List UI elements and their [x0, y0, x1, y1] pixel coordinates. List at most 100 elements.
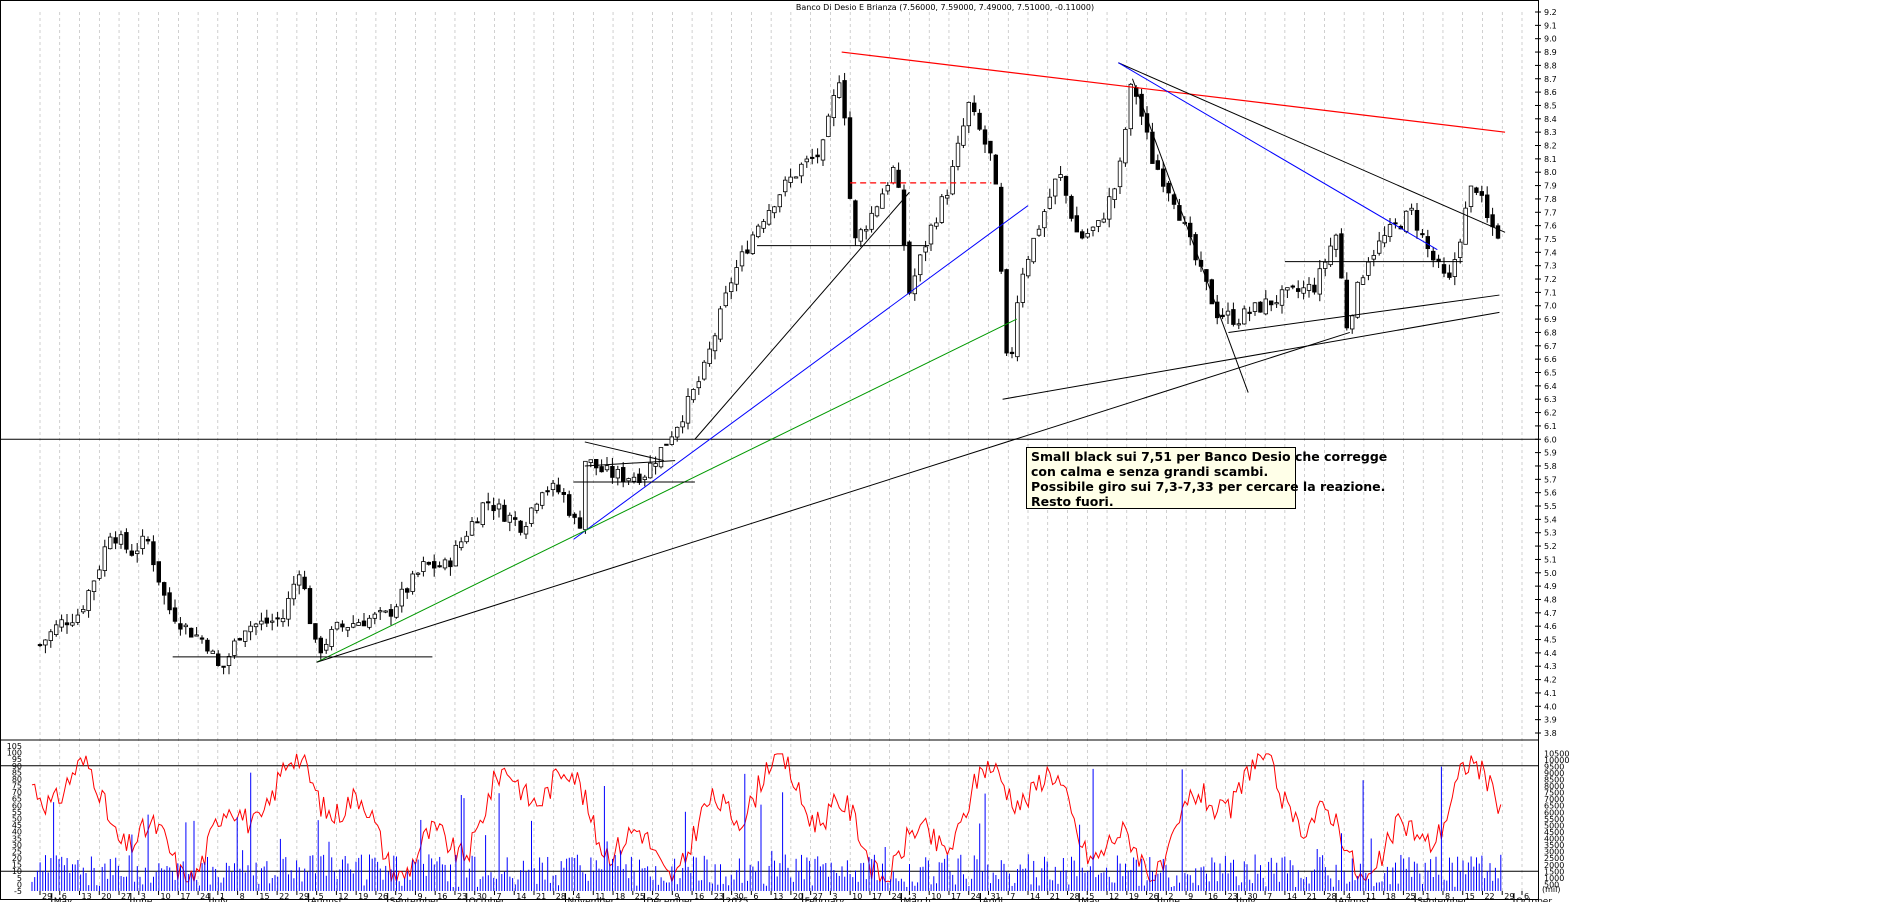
candle-body	[648, 462, 653, 479]
month-label: September	[390, 897, 440, 902]
candle-body	[664, 443, 669, 446]
month-label: October	[469, 897, 505, 902]
candle-body	[691, 389, 696, 401]
candle-body	[1447, 272, 1452, 278]
x-tick-label: 23	[457, 892, 467, 901]
candle-body	[729, 282, 734, 293]
candle-body	[1031, 237, 1036, 263]
up-trendline-steep	[694, 191, 910, 440]
candle-body	[1020, 273, 1025, 303]
x-tick-label: 20	[793, 892, 803, 901]
candle-body	[972, 102, 977, 113]
candle-body	[577, 517, 583, 529]
candle-body	[885, 185, 890, 192]
oscillator-tick-label: 60	[12, 801, 22, 810]
candle-body	[1123, 129, 1128, 164]
candle-body	[458, 541, 464, 549]
annotation-line: Possibile giro sui 7,3-7,33 per cercare …	[1031, 479, 1386, 494]
x-tick-label: 14	[1030, 892, 1040, 901]
support-trendline-low	[1002, 311, 1500, 400]
candle-body	[1101, 218, 1106, 223]
oscillator-tick-label: 100	[7, 749, 22, 758]
candle-body	[1495, 225, 1501, 239]
candle-body	[750, 234, 755, 254]
x-tick-label: 30	[477, 892, 487, 901]
candle-body	[161, 582, 167, 596]
volume-tick-label: 10500	[1544, 749, 1569, 758]
candle-body	[761, 221, 766, 229]
candle-body	[1355, 281, 1360, 318]
candle-body	[1009, 351, 1015, 355]
annotation-line: con calma e senza grandi scambi.	[1031, 464, 1269, 479]
candle-body	[323, 643, 329, 651]
candle-body	[377, 610, 383, 613]
x-tick-label: 1	[220, 892, 225, 901]
volume-tick-label: 9500	[1544, 762, 1564, 771]
candle-body	[1323, 261, 1328, 269]
x-tick-label: 1	[1425, 892, 1430, 901]
candle-body	[523, 526, 529, 535]
candle-body	[280, 618, 286, 623]
candle-body	[108, 536, 113, 550]
x-tick-label: 28	[1326, 892, 1336, 901]
price-tick-label: 7.4	[1544, 248, 1557, 257]
price-tick-label: 5.3	[1544, 529, 1557, 538]
x-tick-label: 2	[1168, 892, 1173, 901]
month-label: August	[311, 897, 343, 902]
oscillator-tick-label: 90	[12, 762, 22, 771]
price-tick-label: 4.6	[1544, 622, 1557, 631]
candle-body	[1269, 300, 1274, 306]
candle-body	[1096, 220, 1101, 227]
candle-body	[1452, 259, 1457, 277]
price-tick-label: 5.6	[1544, 489, 1557, 498]
candle-body	[1231, 309, 1236, 325]
x-tick-label: 11	[1366, 892, 1376, 901]
candle-body	[604, 465, 610, 471]
candle-body	[145, 539, 151, 542]
oscillator-tick-label: 80	[12, 775, 22, 784]
candle-body	[1360, 277, 1366, 285]
price-tick-label: 5.2	[1544, 542, 1557, 551]
volume-tick-label: 2000	[1544, 861, 1564, 870]
candle-body	[772, 206, 777, 214]
candle-body	[1058, 174, 1063, 179]
price-tick-label: 7.0	[1544, 302, 1557, 311]
candle-body	[756, 225, 761, 238]
grid	[0, 12, 1538, 891]
price-tick-label: 4.0	[1544, 702, 1557, 711]
candle-body	[151, 541, 156, 566]
x-tick-label: 26	[1149, 892, 1159, 901]
candle-body	[302, 576, 307, 590]
flag-trendline-bottom	[584, 460, 676, 467]
x-tick-label: 16	[1208, 892, 1218, 901]
candle-body	[874, 206, 880, 217]
month-label: June	[1159, 897, 1180, 902]
candle-body	[696, 381, 701, 389]
x-tick-label: 10	[852, 892, 862, 901]
x-tick-label: 6	[753, 892, 758, 901]
volume-tick-label: 4000	[1544, 835, 1564, 844]
candle-body	[59, 619, 64, 628]
x-tick-label: 12	[1109, 892, 1119, 901]
x-tick-label: 23	[714, 892, 724, 901]
volume-tick-label: 8500	[1544, 775, 1564, 784]
x-tick-label: 29	[299, 892, 309, 901]
candle-body	[215, 653, 221, 666]
candle-body	[437, 565, 442, 568]
candle-body	[496, 503, 502, 510]
x-tick-label: 23	[1228, 892, 1238, 901]
candle-body	[918, 254, 923, 276]
candle-body	[1182, 221, 1187, 224]
x-tick-label: 30	[1247, 892, 1257, 901]
x-tick-label: 30	[734, 892, 744, 901]
candle-body	[1328, 245, 1333, 266]
candle-body	[1431, 250, 1436, 261]
candle-body	[669, 436, 674, 445]
x-tick-label: 3	[141, 892, 146, 901]
oscillator-tick-label: 70	[12, 788, 22, 797]
candle-body	[318, 637, 323, 654]
candle-body	[1171, 194, 1177, 205]
x-tick-label: 15	[259, 892, 269, 901]
candle-body	[37, 644, 43, 647]
x-tick-label: 8	[1445, 892, 1450, 901]
